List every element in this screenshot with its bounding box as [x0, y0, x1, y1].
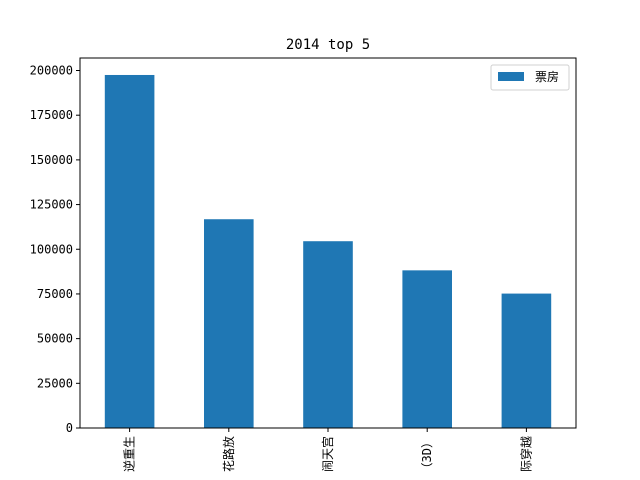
y-tick-label-3: 50000: [37, 332, 73, 346]
y-tick-label-4: 75000: [37, 287, 73, 301]
bar-4: [402, 270, 452, 428]
y-tick-label-8: 175000: [30, 108, 73, 122]
legend-box: [490, 64, 570, 91]
legend-label: 票房: [535, 69, 559, 84]
y-tick-label-6: 125000: [30, 198, 73, 212]
y-axis: 0 25000 50000 75000 100000 125000 150000 175000…: [30, 64, 80, 435]
legend-swatch: [498, 72, 524, 81]
plot-frame: [79, 57, 577, 429]
bar-1: [104, 74, 155, 428]
x-tick-label-2: 花路放: [221, 436, 236, 472]
bars-group: [104, 74, 552, 428]
y-tick-label-9: 200000: [30, 64, 73, 78]
y-tick-label-2: 25000: [37, 376, 73, 390]
y-tick-label-5: 100000: [30, 242, 73, 256]
y-tick-label-7: 150000: [30, 153, 73, 167]
bar-3: [303, 241, 353, 428]
bar-5: [501, 293, 552, 428]
y-tick-label-1: 0: [66, 421, 73, 435]
x-tick-label-5: 际穿越: [518, 436, 533, 472]
x-axis: 逆重生 花路放 闹天宫 （3D） 际穿越: [122, 428, 533, 474]
legend: 票房: [490, 64, 570, 91]
x-tick-label-3: 闹天宫: [320, 436, 335, 472]
chart-title: 2014 top 5: [286, 37, 370, 53]
bar-2: [204, 219, 254, 428]
x-tick-label-4: （3D）: [420, 436, 434, 474]
x-tick-label-1: 逆重生: [122, 436, 137, 472]
